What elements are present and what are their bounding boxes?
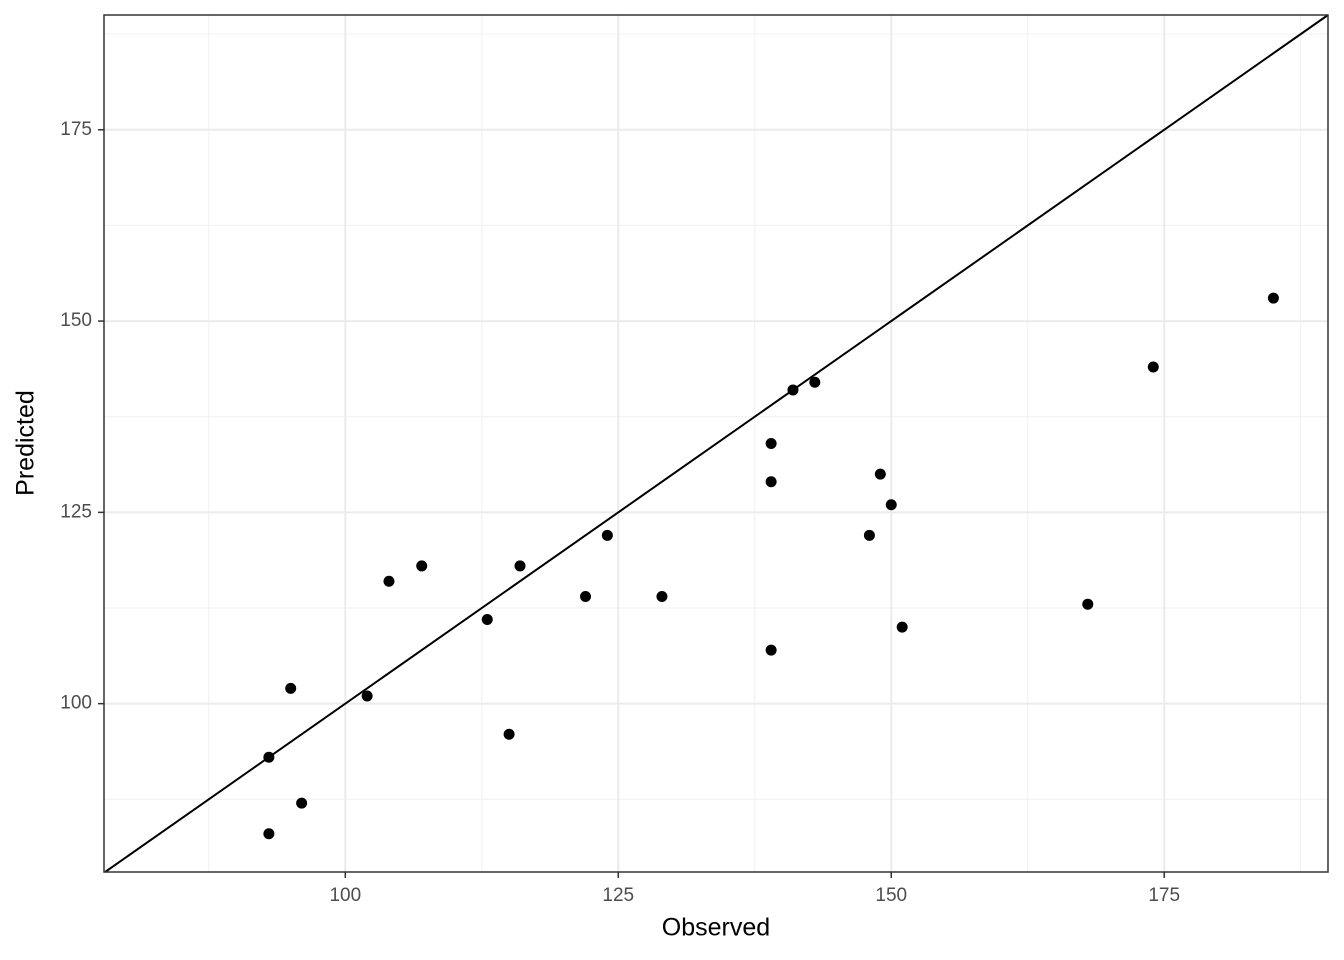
point (656, 591, 668, 603)
point (580, 591, 592, 603)
point (263, 828, 275, 840)
y-tick-label: 125 (60, 501, 92, 522)
point (809, 376, 821, 388)
x-tick-label: 175 (1148, 885, 1180, 906)
point (503, 728, 515, 740)
x-axis-title: Observed (662, 914, 770, 942)
point (514, 560, 526, 572)
point (1147, 361, 1159, 373)
point (885, 499, 897, 511)
x-tick-label: 150 (875, 885, 907, 906)
point (896, 621, 908, 633)
y-tick-label: 150 (60, 310, 92, 331)
y-tick-label: 100 (60, 693, 92, 714)
y-tick-label: 175 (60, 119, 92, 140)
x-tick-label: 100 (329, 885, 361, 906)
x-tick-label: 125 (602, 885, 634, 906)
point (874, 468, 886, 480)
point (1267, 292, 1279, 304)
point (601, 529, 613, 541)
point (481, 613, 493, 625)
point (285, 682, 297, 694)
point (787, 384, 799, 396)
point (361, 690, 373, 702)
point (1082, 598, 1094, 610)
y-axis-title: Predicted (12, 390, 40, 496)
point (416, 560, 428, 572)
point (296, 797, 308, 809)
point (765, 644, 777, 656)
point (863, 529, 875, 541)
point (383, 575, 395, 587)
identity-line (104, 14, 1329, 873)
point (263, 751, 275, 763)
point (765, 438, 777, 449)
point (765, 476, 777, 488)
panel-border (103, 14, 1329, 873)
